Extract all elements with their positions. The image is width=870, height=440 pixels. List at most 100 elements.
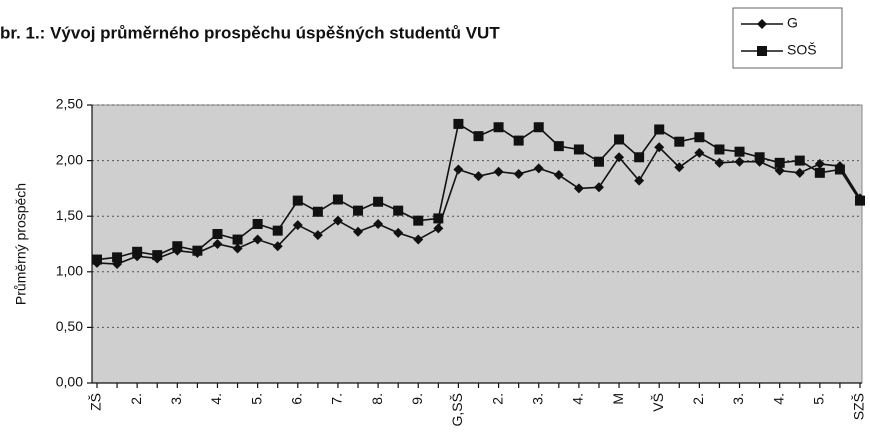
marker-diamond: [252, 234, 263, 245]
x-tick-label: 3.: [730, 393, 746, 405]
marker-square: [674, 136, 685, 147]
marker-diamond: [794, 167, 805, 178]
marker-square: [292, 195, 303, 206]
x-tick-label: 7.: [329, 393, 345, 405]
marker-square: [373, 196, 384, 207]
marker-diamond: [312, 230, 323, 241]
marker-square: [573, 144, 584, 155]
marker-diamond: [694, 147, 705, 158]
marker-square: [272, 225, 283, 236]
marker-square: [855, 195, 865, 206]
marker-diamond: [674, 162, 685, 173]
marker-diamond: [453, 164, 464, 175]
x-tick-label: 4.: [770, 393, 786, 405]
marker-square: [533, 122, 544, 133]
marker-diamond: [757, 19, 767, 29]
legend-label: SOŠ: [787, 42, 817, 58]
y-tick-label: 2,00: [56, 151, 83, 167]
x-tick-label: 3.: [168, 393, 184, 405]
marker-square: [614, 134, 625, 145]
marker-diamond: [734, 156, 745, 167]
x-tick-label: 8.: [369, 393, 385, 405]
marker-diamond: [212, 239, 223, 249]
x-tick-label: 2.: [690, 393, 706, 405]
x-tick-label: 2.: [128, 393, 144, 405]
marker-square: [132, 246, 143, 257]
y-tick-label: 0,50: [56, 318, 83, 334]
x-tick-label: VŠ: [650, 393, 666, 412]
marker-square: [353, 205, 364, 216]
marker-diamond: [493, 166, 504, 177]
marker-square: [252, 218, 263, 229]
x-tick-label: 5.: [811, 393, 827, 405]
y-tick-label: 2,50: [56, 96, 83, 112]
marker-diamond: [393, 227, 404, 238]
x-tick-label: 9.: [409, 393, 425, 405]
marker-diamond: [232, 243, 243, 254]
marker-square: [413, 215, 424, 226]
marker-square: [453, 118, 464, 129]
y-tick-label: 0,00: [56, 374, 83, 390]
x-tick-label: M: [610, 393, 626, 405]
x-tick-label: 4.: [208, 393, 224, 405]
marker-square: [152, 250, 163, 261]
marker-square: [774, 157, 785, 168]
marker-square: [694, 132, 705, 143]
marker-diamond: [814, 158, 825, 169]
marker-diamond: [433, 223, 444, 234]
marker-square: [332, 194, 343, 205]
marker-square: [112, 252, 123, 263]
marker-diamond: [654, 142, 665, 153]
marker-square: [92, 254, 102, 265]
x-tick-label: 3.: [529, 393, 545, 405]
legend-label: G: [787, 15, 798, 31]
marker-diamond: [714, 157, 725, 168]
y-axis-label: Průměrný prospěch: [13, 183, 29, 305]
x-tick-label: G,SŠ: [449, 393, 465, 426]
marker-square: [634, 152, 645, 163]
marker-square: [593, 156, 604, 167]
marker-diamond: [614, 152, 625, 163]
marker-diamond: [292, 220, 303, 231]
marker-diamond: [634, 175, 645, 186]
marker-square: [232, 234, 243, 245]
marker-diamond: [774, 165, 785, 176]
x-tick-label: 2.: [489, 393, 505, 405]
marker-diamond: [533, 163, 544, 174]
marker-diamond: [373, 218, 384, 229]
marker-diamond: [473, 171, 484, 182]
marker-square: [757, 46, 767, 56]
marker-square: [212, 228, 223, 239]
legend-box: [732, 7, 843, 69]
marker-square: [172, 241, 183, 252]
marker-diamond: [272, 241, 283, 252]
marker-diamond: [553, 170, 564, 181]
marker-square: [714, 144, 725, 155]
marker-square: [513, 135, 524, 146]
marker-diamond: [513, 168, 524, 179]
marker-square: [553, 141, 564, 152]
marker-diamond: [353, 226, 364, 237]
marker-square: [493, 122, 504, 133]
marker-square: [393, 205, 404, 216]
marker-square: [754, 152, 765, 163]
y-tick-label: 1,00: [56, 263, 83, 279]
marker-square: [814, 167, 825, 178]
marker-diamond: [593, 182, 604, 193]
marker-square: [433, 213, 444, 224]
plot-area: [91, 104, 863, 384]
x-tick-label: 4.: [570, 393, 586, 405]
y-tick-label: 1,50: [56, 207, 83, 223]
x-tick-label: ZŠ: [88, 393, 104, 411]
marker-square: [654, 124, 665, 135]
x-tick-label: SZŠ: [851, 393, 867, 420]
chart-title: br. 1.: Vývoj průměrného prospěchu úspěš…: [0, 23, 500, 42]
marker-square: [473, 131, 484, 142]
x-tick-label: 6.: [288, 393, 304, 405]
marker-diamond: [573, 183, 584, 194]
marker-square: [834, 164, 845, 175]
marker-square: [312, 206, 323, 217]
marker-square: [794, 155, 805, 166]
x-tick-label: 5.: [248, 393, 264, 405]
